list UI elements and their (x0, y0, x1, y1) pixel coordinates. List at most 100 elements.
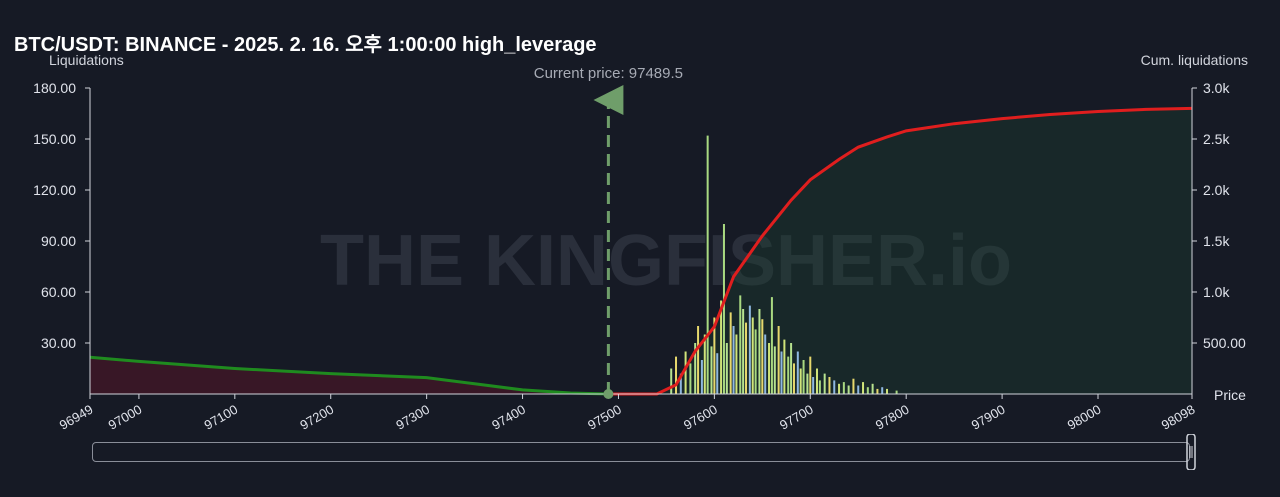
liquidation-bar (857, 385, 860, 394)
liquidation-bar (742, 309, 745, 394)
liquidation-bar (675, 356, 678, 394)
liquidation-bar (720, 300, 723, 394)
liquidation-bar (838, 383, 841, 394)
liquidation-bar (679, 373, 682, 394)
x-tick-label: 97300 (393, 402, 432, 433)
liquidation-bar (792, 363, 795, 394)
liquidation-bar (732, 326, 735, 394)
liquidation-bar (802, 360, 805, 394)
liquidation-bar (694, 343, 697, 394)
cum-line-0 (89, 355, 608, 396)
watermark: THE KINGFISHER.io (320, 221, 1012, 301)
liquidation-bar (787, 356, 790, 394)
x-tick-label: 97400 (489, 402, 528, 433)
left-tick-label: 30.00 (41, 335, 76, 351)
liquidation-bar (725, 343, 728, 394)
x-tick-label: 97800 (873, 402, 912, 433)
liquidation-bar (815, 368, 818, 394)
liquidation-bar (703, 334, 706, 394)
current-price-marker: Current price: 97489.5 (534, 65, 683, 399)
x-tick-label: 96949 (57, 402, 96, 433)
liquidation-bar (713, 317, 716, 394)
x-tick-label: 97200 (297, 402, 336, 433)
x-tick-label: 98098 (1159, 402, 1198, 433)
liquidation-bar (751, 317, 754, 394)
liquidation-bar (876, 388, 879, 394)
cumulative-lines (89, 106, 1193, 396)
liquidation-bar (847, 385, 850, 394)
x-tick-label: 97600 (681, 402, 720, 433)
right-tick-label: 1.0k (1203, 284, 1230, 300)
liquidation-bar (768, 343, 771, 394)
liquidation-bar (806, 373, 809, 394)
liquidation-bar (735, 334, 738, 394)
liquidation-bar (748, 305, 751, 394)
right-axis-title: Cum. liquidations (1140, 52, 1248, 68)
x-tick-label: 98000 (1065, 402, 1104, 433)
x-tick-label: 97100 (202, 402, 241, 433)
right-tick-label: 1.5k (1203, 233, 1230, 249)
liquidation-bar (706, 135, 709, 394)
right-tick-label: 2.0k (1203, 182, 1230, 198)
left-tick-label: 90.00 (41, 233, 76, 249)
liquidation-bar (799, 368, 802, 394)
right-tick-label: 3.0k (1203, 80, 1230, 96)
liquidation-bar (758, 309, 761, 394)
liquidation-bar (780, 351, 783, 394)
liquidation-bar (796, 351, 799, 394)
cum-line-1 (607, 106, 1193, 396)
right-tick-label: 2.5k (1203, 131, 1230, 147)
liquidation-bar (722, 224, 725, 394)
left-tick-label: 120.00 (33, 182, 76, 198)
liquidation-bars (670, 135, 898, 394)
liquidation-bar (770, 297, 773, 394)
liquidation-bar (852, 378, 855, 394)
range-scrollbar[interactable] (92, 434, 1196, 470)
x-tick-label: 97000 (106, 402, 145, 433)
liquidation-bar (700, 360, 703, 394)
liquidation-bar (729, 312, 732, 394)
liquidation-bar (689, 363, 692, 394)
liquidation-bar (684, 351, 687, 394)
liquidation-bar (886, 388, 889, 394)
liquidation-bar (895, 390, 898, 394)
current-price-label: Current price: 97489.5 (534, 65, 683, 82)
liquidation-bar (790, 343, 793, 394)
liquidation-bar (828, 377, 831, 394)
liquidation-bar (670, 368, 673, 394)
liquidation-bar (761, 319, 764, 394)
liquidation-bar (783, 339, 786, 394)
liquidation-bar (809, 356, 812, 394)
liquidation-bar (716, 353, 719, 394)
left-axis-title: Liquidations (49, 52, 124, 68)
liquidation-bar (881, 387, 884, 394)
liquidation-bar (745, 322, 748, 394)
chart-title: BTC/USDT: BINANCE - 2025. 2. 16. 오후 1:00… (14, 34, 597, 56)
liquidation-bar (777, 326, 780, 394)
liquidation-bar (697, 326, 700, 394)
liquidation-bar (773, 346, 776, 394)
left-tick-label: 150.00 (33, 131, 76, 147)
left-tick-label: 180.00 (33, 80, 76, 96)
liquidation-bar (812, 377, 815, 394)
liquidation-bar (754, 329, 757, 394)
right-tick-label: 500.00 (1203, 335, 1246, 351)
liquidation-bar (866, 387, 869, 394)
x-tick-label: 97500 (585, 402, 624, 433)
left-tick-label: 60.00 (41, 284, 76, 300)
liquidation-bar (764, 334, 767, 394)
current-price-dot (603, 389, 614, 399)
liquidation-bar (862, 382, 865, 394)
cum-area-1 (607, 108, 1192, 395)
liquidation-bar (842, 382, 845, 394)
liquidation-bar (710, 346, 713, 394)
liquidation-bar (871, 383, 874, 394)
liquidation-bar (818, 380, 821, 394)
x-tick-label: 97900 (969, 402, 1008, 433)
x-tick-label: 97700 (777, 402, 816, 433)
liquidation-bar (833, 380, 836, 394)
liquidation-bar (823, 373, 826, 394)
scroll-handle-icon[interactable] (1185, 434, 1197, 470)
watermark-text: THE KINGFISHER.io (320, 221, 1012, 301)
